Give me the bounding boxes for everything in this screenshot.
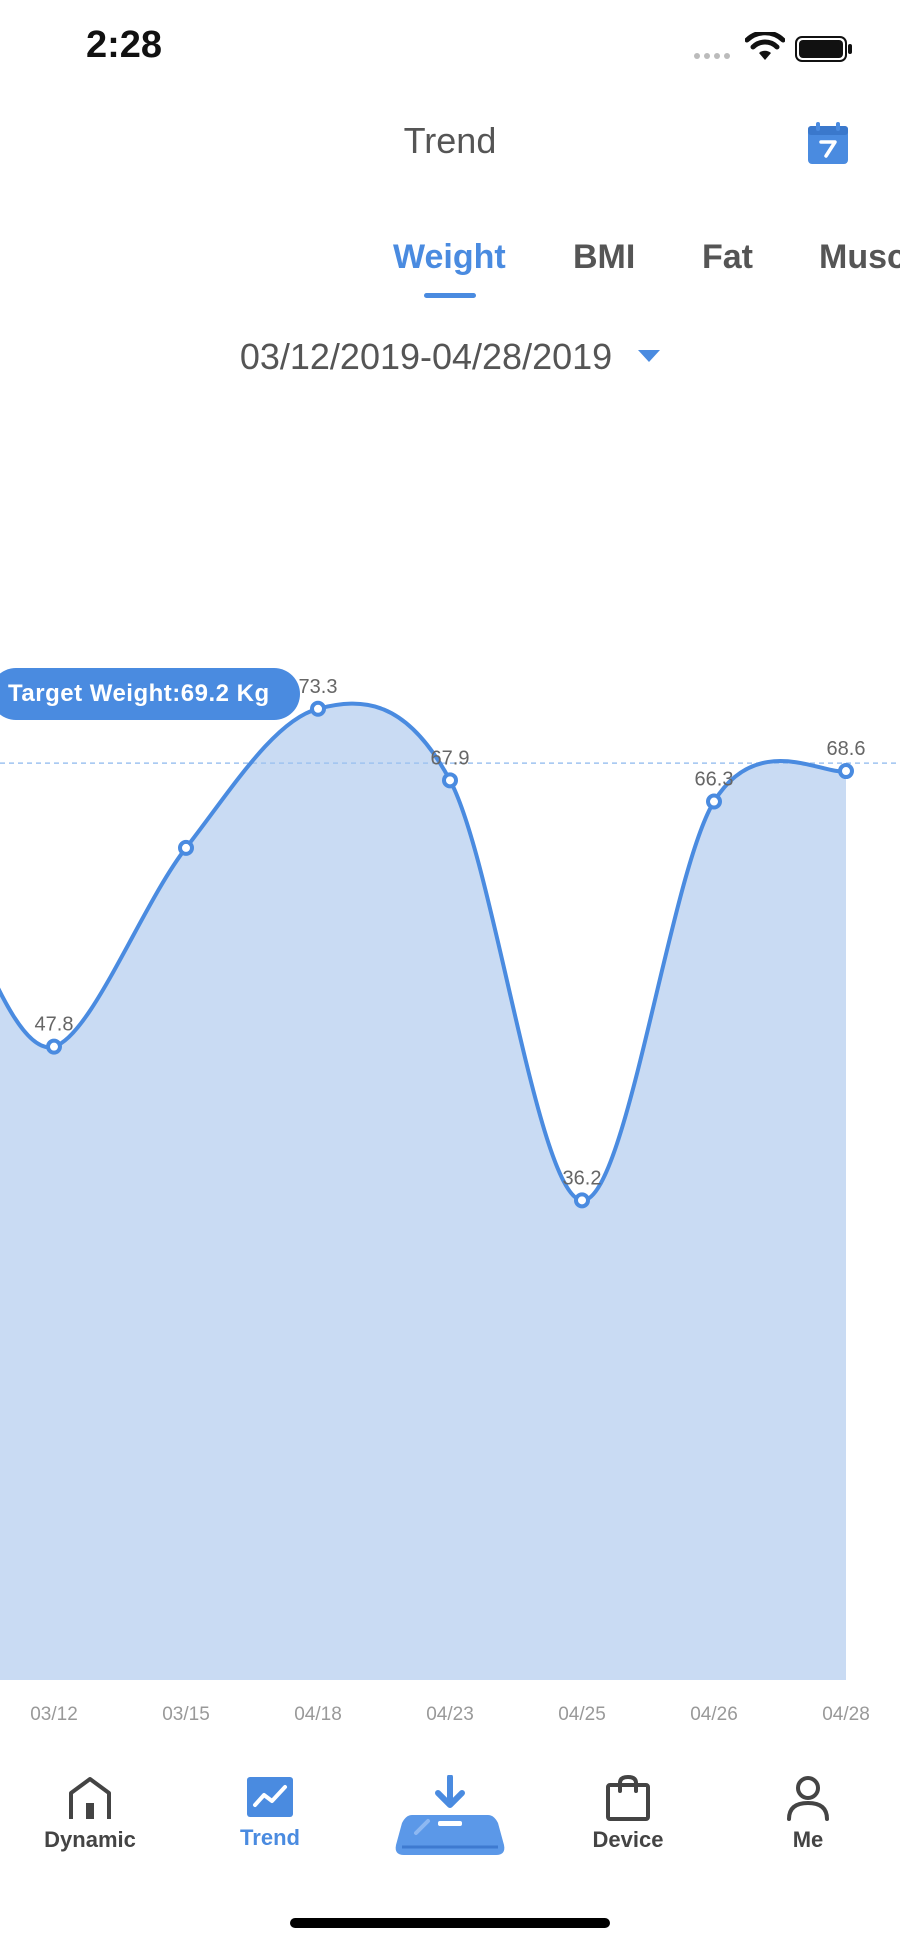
data-label: 66.3 — [695, 769, 734, 791]
target-weight-badge: Target Weight:69.2 Kg — [0, 668, 300, 720]
data-label: 67.9 — [431, 747, 470, 769]
x-tick-label: 03/12 — [30, 1704, 78, 1725]
nav-dynamic[interactable]: Dynamic — [15, 1775, 165, 1853]
tab-muscle[interactable]: Musc — [819, 238, 900, 276]
status-time: 2:28 — [86, 24, 163, 66]
nav-me[interactable]: Me — [733, 1775, 883, 1853]
data-point[interactable] — [310, 700, 326, 717]
tab-bmi[interactable]: BMI — [573, 238, 636, 276]
data-point[interactable] — [442, 772, 458, 789]
weight-series-line — [0, 701, 847, 1203]
data-point[interactable] — [178, 839, 194, 856]
bottom-nav: Dynamic Trend Device Me — [0, 1775, 900, 1895]
person-icon — [787, 1776, 829, 1821]
x-tick-label: 04/28 — [822, 1704, 870, 1725]
data-label: 68.6 — [827, 738, 866, 760]
data-point[interactable] — [46, 1038, 62, 1055]
x-tick-label: 04/18 — [294, 1704, 342, 1725]
x-tick-label: 03/15 — [162, 1704, 210, 1725]
tab-weight[interactable]: Weight — [393, 238, 506, 276]
data-label: 73.3 — [299, 676, 338, 698]
active-tab-indicator — [424, 293, 476, 298]
nav-weigh-scale[interactable] — [375, 1775, 525, 1865]
dropdown-caret-icon — [638, 350, 661, 363]
data-label: 36.2 — [563, 1167, 602, 1189]
metric-tabs: Weight BMI Fat Musc — [0, 238, 900, 298]
trend-icon — [247, 1777, 293, 1817]
nav-trend[interactable]: Trend — [195, 1775, 345, 1851]
tab-fat[interactable]: Fat — [702, 238, 753, 276]
battery-icon — [795, 36, 852, 62]
data-label: 47.8 — [35, 1014, 74, 1036]
nav-dynamic-label: Dynamic — [44, 1827, 136, 1852]
cellular-signal-icon — [694, 53, 730, 59]
data-point[interactable] — [706, 793, 722, 810]
weight-trend-chart[interactable]: 47.8 03/12 03/15 73.3 04/18 67.9 04/23 36.2 04/2… — [0, 560, 900, 1740]
data-point[interactable] — [574, 1192, 590, 1209]
chart-area-fill — [0, 703, 846, 1680]
shopping-bag-icon — [606, 1775, 650, 1821]
nav-me-label: Me — [792, 1827, 824, 1852]
wifi-icon — [745, 32, 785, 60]
data-point[interactable] — [838, 763, 854, 780]
x-tick-label: 04/25 — [558, 1704, 606, 1725]
home-icon — [69, 1777, 111, 1819]
home-indicator — [290, 1918, 610, 1928]
date-range-text: 03/12/2019-04/28/2019 — [239, 336, 613, 377]
page-title: Trend — [403, 120, 497, 161]
date-range-selector[interactable]: 03/12/2019-04/28/2019 — [0, 336, 900, 378]
x-tick-label: 04/23 — [426, 1704, 474, 1725]
nav-device-label: Device — [592, 1827, 664, 1852]
nav-device[interactable]: Device — [553, 1775, 703, 1853]
x-tick-label: 04/26 — [690, 1704, 738, 1725]
nav-trend-label: Trend — [240, 1825, 300, 1850]
calendar-icon[interactable] — [808, 122, 848, 164]
scale-download-icon — [395, 1775, 505, 1855]
